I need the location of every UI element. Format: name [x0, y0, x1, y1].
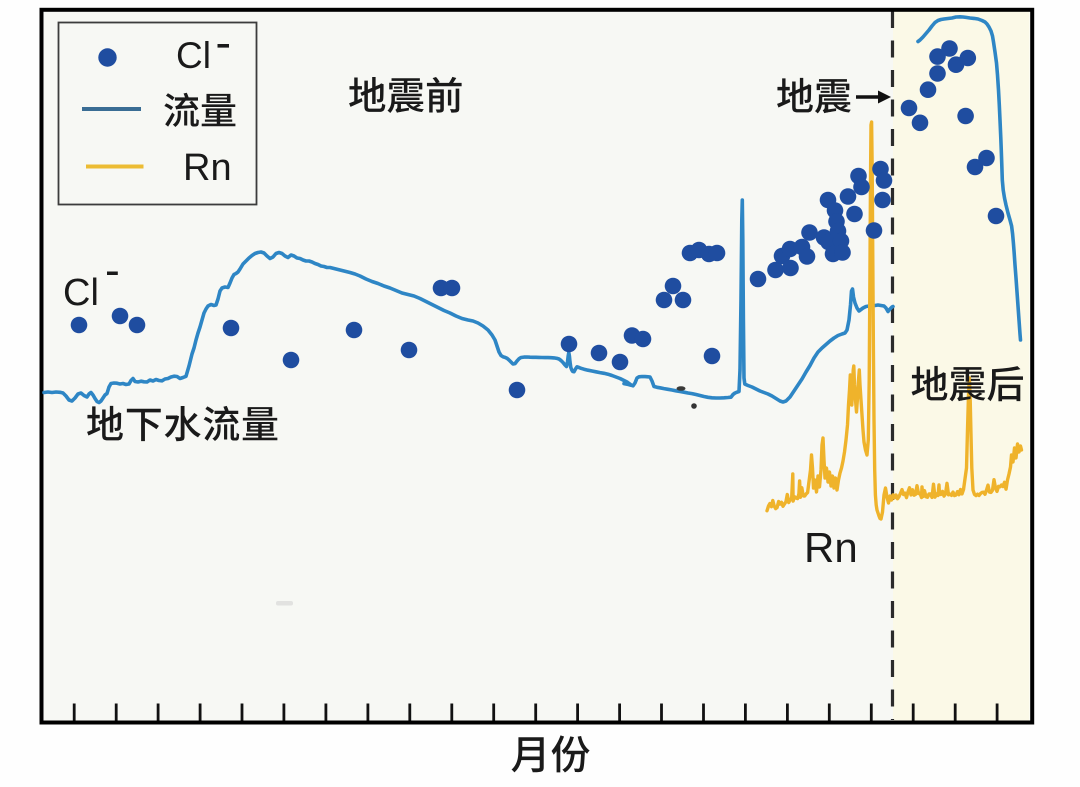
svg-text:Rn: Rn: [183, 147, 232, 189]
svg-text:Cl: Cl: [176, 35, 211, 76]
svg-text:Cl: Cl: [63, 272, 99, 314]
svg-text:Rn: Rn: [804, 524, 858, 571]
